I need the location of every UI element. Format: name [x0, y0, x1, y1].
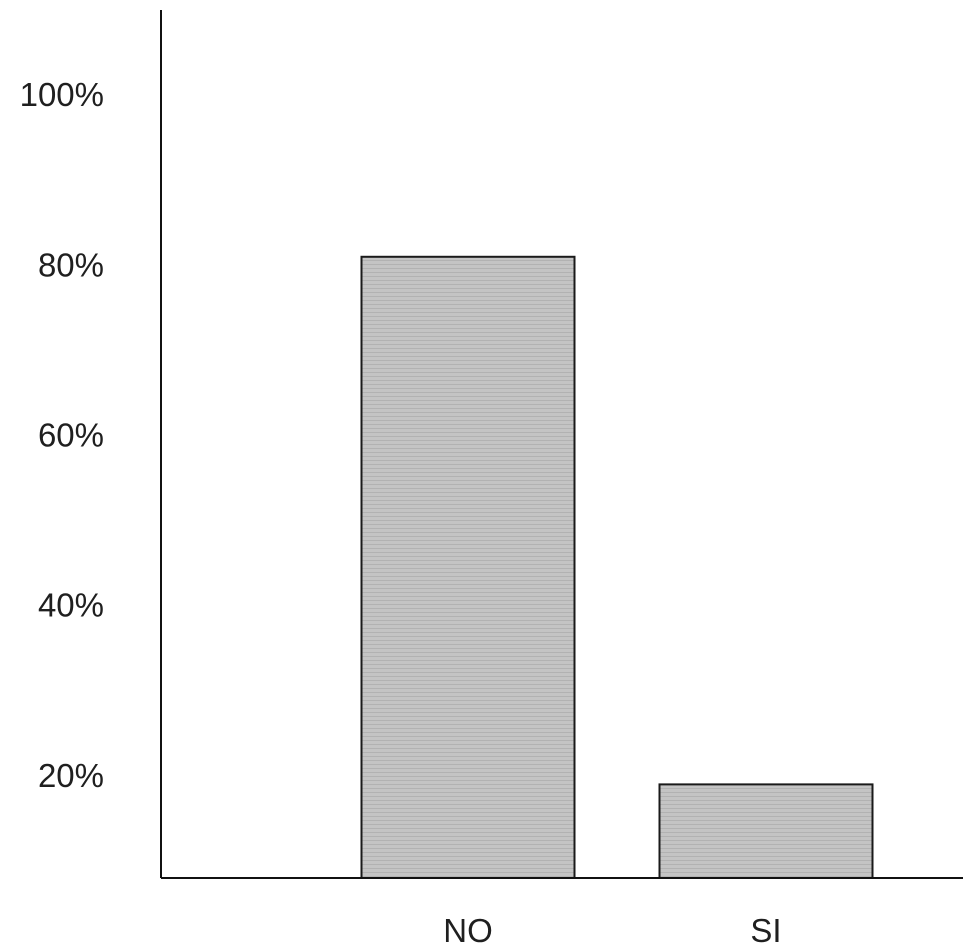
x-category-label: NO: [443, 912, 493, 949]
y-tick-label: 20%: [38, 757, 104, 794]
y-tick-label: 100%: [20, 76, 104, 113]
bar-no: [360, 255, 576, 879]
x-axis-labels: NO SI: [443, 912, 781, 949]
bars: [360, 255, 874, 879]
bar-si: [658, 783, 874, 879]
y-tick-label: 80%: [38, 246, 104, 283]
x-category-label: SI: [750, 912, 781, 949]
y-axis-ticks: 20% 40% 60% 80% 100%: [20, 76, 104, 794]
y-tick-label: 40%: [38, 587, 104, 624]
y-tick-label: 60%: [38, 416, 104, 453]
